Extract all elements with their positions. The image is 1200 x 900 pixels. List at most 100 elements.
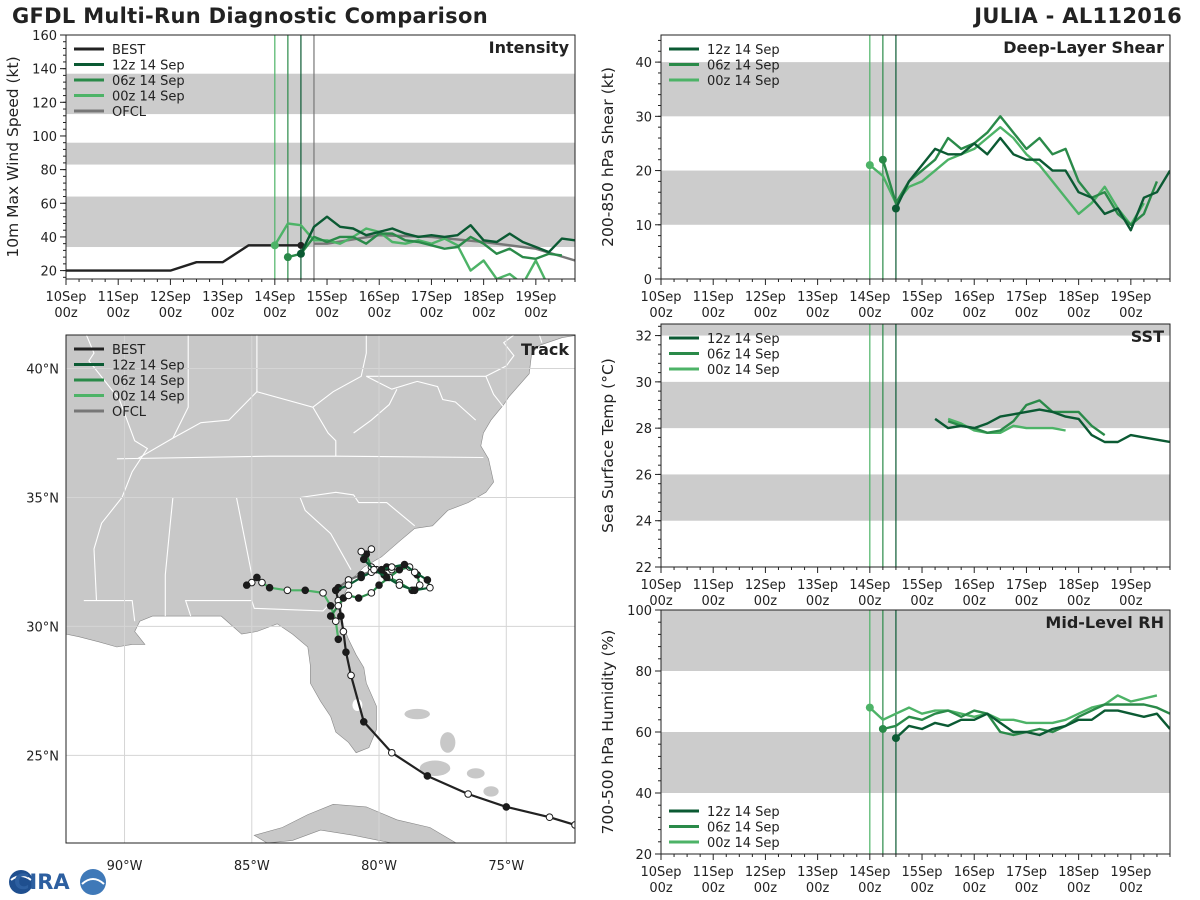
series-start-dot [296, 249, 305, 258]
series-start-dot [878, 155, 887, 164]
track-point [415, 581, 424, 589]
x-tick-label: 10Sep [640, 290, 681, 305]
x-tick-hour-label: 00z [54, 306, 78, 321]
panel-title: Track [521, 340, 569, 359]
x-tick-label: 17Sep [1006, 578, 1047, 593]
x-tick-hour-label: 00z [1067, 306, 1091, 321]
longitude-label: 85°W [234, 859, 270, 874]
x-tick-hour-label: 00z [702, 881, 726, 896]
y-tick-label: 0 [644, 273, 652, 288]
usa-landmass [66, 335, 575, 754]
x-tick-hour-label: 00z [754, 594, 778, 609]
track-point [410, 568, 419, 577]
series-start-dot [878, 724, 887, 733]
y-tick-label: 32 [635, 330, 652, 345]
series-start-dot [891, 734, 900, 743]
legend-label: 00z 14 Sep [707, 74, 780, 89]
track-point [377, 565, 386, 574]
legend-label: 06z 14 Sep [112, 374, 185, 389]
plot-frame [660, 323, 1171, 568]
series-start-dot [865, 161, 874, 170]
y-tick-label: 160 [32, 29, 57, 44]
x-tick-label: 19Sep [1110, 865, 1151, 880]
x-tick-hour-label: 00z [963, 306, 987, 321]
x-tick-hour-label: 00z [263, 306, 287, 321]
state-border [312, 335, 367, 408]
y-tick-label: 120 [32, 96, 57, 111]
track-point [258, 578, 266, 587]
x-tick-label: 12Sep [745, 865, 786, 880]
x-tick-label: 11Sep [693, 290, 734, 305]
x-tick-hour-label: 00z [649, 306, 673, 321]
track-point [370, 565, 378, 574]
x-tick-hour-label: 00z [910, 881, 934, 896]
x-tick-hour-label: 00z [1015, 594, 1039, 609]
panel-rh: 2040608010010Sep00z11Sep00z12Sep00z13Sep… [599, 604, 1171, 896]
x-tick-hour-label: 00z [1119, 881, 1143, 896]
logo-text: CIRA [14, 870, 70, 894]
legend-label: OFCL [112, 405, 147, 420]
y-axis-label: Sea Surface Temp (°C) [599, 358, 617, 533]
series-line [882, 703, 1170, 737]
y-tick-label: 40 [635, 787, 652, 802]
x-tick-label: 14Sep [849, 290, 890, 305]
x-tick-hour-label: 00z [806, 306, 830, 321]
series-end-dot [297, 241, 305, 249]
track-point [354, 594, 363, 602]
panel-title: Deep-Layer Shear [1003, 38, 1164, 57]
y-tick-label: 80 [40, 164, 57, 179]
track-point [395, 581, 404, 589]
series-line [314, 233, 575, 262]
track-point [253, 573, 261, 582]
x-tick-label: 14Sep [849, 578, 890, 593]
x-tick-label: 12Sep [745, 290, 786, 305]
y-tick-label: 100 [32, 130, 57, 145]
track-point [301, 586, 310, 595]
track-point [326, 612, 335, 620]
x-tick-label: 11Sep [693, 865, 734, 880]
logo-globe-icon [9, 870, 33, 894]
x-tick-hour-label: 00z [1067, 881, 1091, 896]
x-tick-label: 15Sep [307, 290, 348, 305]
x-tick-label: 16Sep [359, 290, 400, 305]
state-border [172, 335, 189, 439]
x-tick-hour-label: 00z [315, 306, 339, 321]
track-point [283, 586, 292, 595]
track-point [426, 583, 434, 592]
track-point [423, 576, 432, 584]
x-tick-label: 15Sep [902, 865, 943, 880]
track-point [359, 718, 368, 726]
x-tick-hour-label: 00z [963, 881, 987, 896]
legend-label: 00z 14 Sep [112, 390, 185, 405]
panel-title: Intensity [489, 38, 570, 57]
x-tick-hour-label: 00z [649, 881, 673, 896]
x-tick-label: 18Sep [1058, 578, 1099, 593]
shaded-band [66, 73, 575, 115]
y-tick-label: 24 [635, 515, 652, 530]
y-tick-label: 10 [635, 219, 652, 234]
plot-frame [660, 34, 1171, 280]
x-tick-label: 13Sep [797, 578, 838, 593]
legend-label: BEST [112, 43, 145, 58]
series-line [66, 244, 301, 272]
series-line [934, 408, 1170, 444]
y-axis-label: 700-500 hPa Humidity (%) [599, 630, 617, 835]
y-tick-label: 100 [627, 604, 652, 619]
x-tick-label: 13Sep [797, 865, 838, 880]
track-point [344, 581, 353, 589]
state-border [300, 491, 416, 527]
series-line [868, 694, 1158, 725]
panel-intensity: 2040608010012014016010Sep00z11Sep00z12Se… [4, 29, 576, 321]
bahamas-island [419, 760, 451, 776]
x-tick-label: 13Sep [202, 290, 243, 305]
longitude-label: 90°W [107, 859, 143, 874]
shaded-band [661, 381, 1170, 429]
legend-label: 12z 14 Sep [112, 59, 185, 74]
y-tick-label: 60 [635, 726, 652, 741]
x-tick-label: 17Sep [1006, 865, 1047, 880]
legend-label: 00z 14 Sep [112, 90, 185, 105]
x-tick-label: 19Sep [1110, 578, 1151, 593]
x-tick-hour-label: 00z [858, 306, 882, 321]
x-tick-hour-label: 00z [806, 594, 830, 609]
